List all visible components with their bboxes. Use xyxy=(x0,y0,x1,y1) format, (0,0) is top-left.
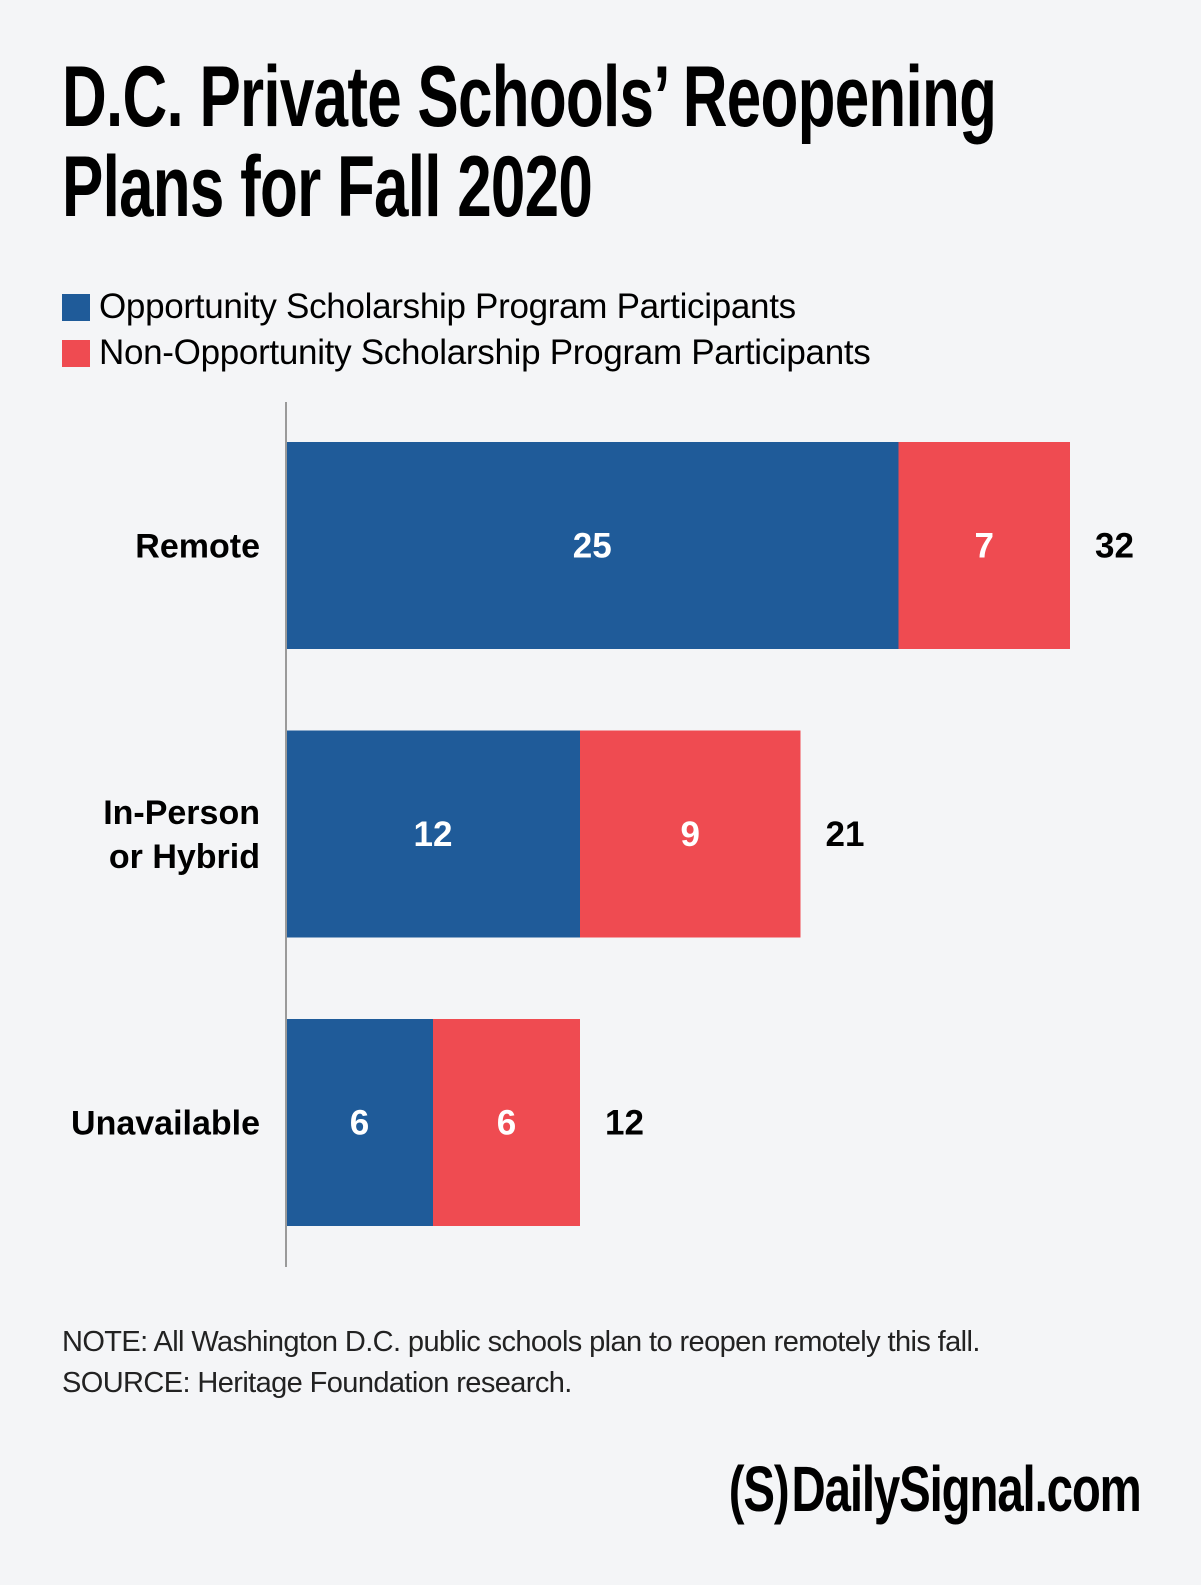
bar-value-label: 9 xyxy=(681,815,700,854)
legend-label-non-opportunity: Non-Opportunity Scholarship Program Part… xyxy=(99,333,871,372)
legend-swatch-non-opportunity xyxy=(62,339,90,367)
legend-label-opportunity: Opportunity Scholarship Program Particip… xyxy=(99,287,796,326)
bar-segment-opportunity xyxy=(286,730,580,938)
bar-total-label: 12 xyxy=(605,1104,644,1143)
category-label: Remote xyxy=(135,528,260,566)
bar-segment-non-opportunity xyxy=(580,730,801,938)
bar-segment-opportunity xyxy=(286,442,899,649)
bar-segment-opportunity xyxy=(286,1019,433,1226)
bar-total-label: 32 xyxy=(1095,527,1134,566)
legend-item-opportunity: Opportunity Scholarship Program Particip… xyxy=(62,284,871,330)
category-label: Unavailable xyxy=(71,1105,260,1143)
bar-value-label: 6 xyxy=(350,1104,369,1143)
source-text: SOURCE: Heritage Foundation research. xyxy=(62,1367,572,1399)
note-text: NOTE: All Washington D.C. public schools… xyxy=(62,1326,980,1358)
category-label: or Hybrid xyxy=(109,838,260,876)
footnotes: NOTE: All Washington D.C. public schools… xyxy=(62,1322,980,1404)
legend-item-non-opportunity: Non-Opportunity Scholarship Program Part… xyxy=(62,330,871,376)
category-label: In-Person xyxy=(103,794,260,832)
daily-signal-logo: (S) DailySignal.com xyxy=(729,1452,1142,1526)
logo-text: DailySignal.com xyxy=(791,1453,1142,1525)
bar-value-label: 25 xyxy=(573,527,612,566)
legend: Opportunity Scholarship Program Particip… xyxy=(62,284,871,376)
bar-total-label: 21 xyxy=(826,815,865,854)
bar-segment-non-opportunity xyxy=(898,442,1070,649)
chart-title-line-1: D.C. Private Schools’ Reopening xyxy=(62,49,997,145)
bar-value-label: 6 xyxy=(497,1104,516,1143)
logo-mark-icon: (S) xyxy=(729,1453,790,1525)
chart-title-line-2: Plans for Fall 2020 xyxy=(62,139,593,235)
chart-title: D.C. Private Schools’ Reopening Plans fo… xyxy=(62,49,997,235)
legend-swatch-opportunity xyxy=(62,293,90,321)
bar-value-label: 12 xyxy=(414,815,453,854)
bar-value-label: 7 xyxy=(975,527,994,566)
bar-segment-non-opportunity xyxy=(433,1019,580,1226)
